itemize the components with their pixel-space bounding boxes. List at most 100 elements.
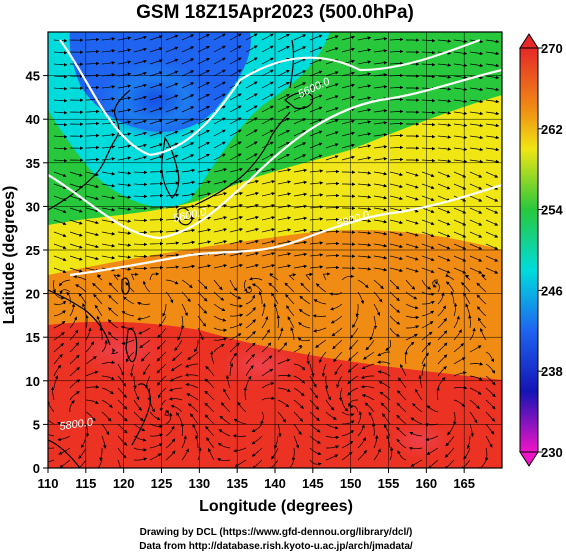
streamline-arrow: [437, 171, 451, 178]
streamline-arrow: [469, 411, 478, 424]
streamline-arrow: [245, 251, 259, 257]
streamline-arrow: [85, 399, 99, 404]
streamline-arrow: [309, 82, 323, 89]
streamline-arrow: [229, 215, 243, 221]
streamline-arrow: [261, 192, 276, 197]
streamline-arrow: [373, 255, 388, 260]
streamline-arrow: [476, 294, 487, 305]
streamline-arrow: [405, 291, 418, 300]
streamline-arrow: [69, 255, 83, 261]
streamline-arrow: [107, 307, 119, 317]
colorbar-label: 230: [541, 445, 563, 460]
streamline-arrow: [293, 94, 307, 101]
streamline-arrow: [94, 304, 103, 317]
streamline-arrow: [117, 183, 132, 187]
x-tick-label: 155: [378, 476, 400, 491]
streamline-arrow: [437, 305, 446, 317]
streamline-arrow: [205, 366, 215, 377]
streamline-arrow: [165, 193, 180, 197]
y-tick-label: 20: [26, 287, 40, 302]
streamline-arrow: [365, 339, 375, 351]
streamline-arrow: [389, 207, 403, 213]
streamline-arrow: [373, 61, 388, 65]
streamline-arrow: [261, 129, 274, 137]
streamline-arrow: [313, 299, 327, 305]
streamline-arrow: [373, 171, 388, 176]
streamline-arrow: [117, 363, 125, 377]
streamline-arrow: [162, 303, 167, 317]
streamline-arrow: [133, 411, 144, 422]
streamline-arrow: [298, 322, 311, 329]
streamline-arrow: [373, 219, 388, 224]
streamline-arrow: [165, 142, 179, 149]
streamline-arrow: [373, 109, 388, 113]
streamline-arrow: [48, 433, 55, 437]
streamline-arrow: [197, 204, 212, 209]
streamline-arrow: [463, 292, 471, 305]
streamline-arrow: [149, 193, 164, 198]
streamline-arrow: [85, 231, 99, 237]
streamline-arrow: [73, 275, 87, 281]
streamline-arrow: [53, 255, 67, 262]
streamline-arrow: [360, 384, 375, 389]
streamline-arrow: [404, 350, 408, 365]
streamline-arrow: [405, 341, 415, 353]
streamline-arrow: [213, 93, 226, 101]
streamline-arrow: [53, 50, 68, 55]
streamline-arrow: [181, 303, 188, 317]
streamline-arrow: [348, 351, 359, 362]
streamline-arrow: [101, 423, 110, 436]
streamline-arrow: [421, 134, 436, 139]
streamline-arrow: [421, 171, 435, 178]
streamline-arrow: [223, 388, 231, 401]
streamline-arrow: [325, 181, 340, 186]
streamline-arrow: [269, 459, 279, 468]
streamline-arrow: [213, 228, 228, 233]
streamline-arrow: [469, 255, 483, 262]
contour-5600: [48, 68, 502, 240]
streamline-arrow: [453, 111, 468, 116]
streamline-arrow: [149, 59, 163, 65]
streamline-arrow: [389, 145, 404, 150]
streamline-arrow: [357, 96, 372, 101]
streamline-arrow: [229, 117, 242, 125]
japan-kyushu: [177, 207, 193, 226]
streamline-arrow: [149, 423, 163, 429]
streamline-arrow: [149, 83, 163, 89]
streamline-arrow: [341, 83, 355, 89]
streamline-arrow: [309, 106, 323, 113]
streamline-arrow: [277, 33, 290, 41]
streamline-arrow: [373, 207, 388, 212]
streamline-arrow: [341, 131, 355, 137]
streamline-arrow: [245, 375, 252, 389]
streamline-arrow: [149, 443, 163, 449]
streamline-arrow: [245, 286, 253, 294]
streamline-arrow: [285, 293, 295, 305]
streamline-arrow: [181, 94, 195, 101]
streamline-arrow: [469, 195, 483, 202]
streamline-arrow: [53, 320, 66, 329]
streamline-arrow: [437, 123, 452, 127]
streamline-arrow: [277, 204, 292, 209]
streamline-arrow: [421, 267, 435, 274]
streamline-arrow: [165, 34, 179, 41]
streamline-arrow: [213, 168, 228, 173]
streamline-arrow: [332, 339, 343, 350]
streamline-arrow: [306, 351, 311, 365]
streamline-arrow: [53, 231, 67, 238]
streamline-arrow: [426, 405, 439, 413]
streamline-arrow: [213, 216, 228, 221]
streamline-arrow: [437, 111, 452, 115]
streamline-arrow: [149, 143, 163, 149]
streamline-arrow: [389, 171, 403, 177]
streamline-arrow: [197, 45, 210, 53]
streamline-arrow: [245, 141, 258, 149]
streamline-arrow: [293, 34, 307, 41]
streamline-arrow: [53, 364, 62, 377]
streamline-arrow: [309, 447, 322, 456]
streamline-arrow: [357, 156, 372, 161]
streamline-arrow: [133, 59, 147, 65]
streamline-arrow: [245, 179, 259, 185]
streamline-arrow: [80, 435, 87, 449]
streamline-arrow: [485, 183, 499, 190]
